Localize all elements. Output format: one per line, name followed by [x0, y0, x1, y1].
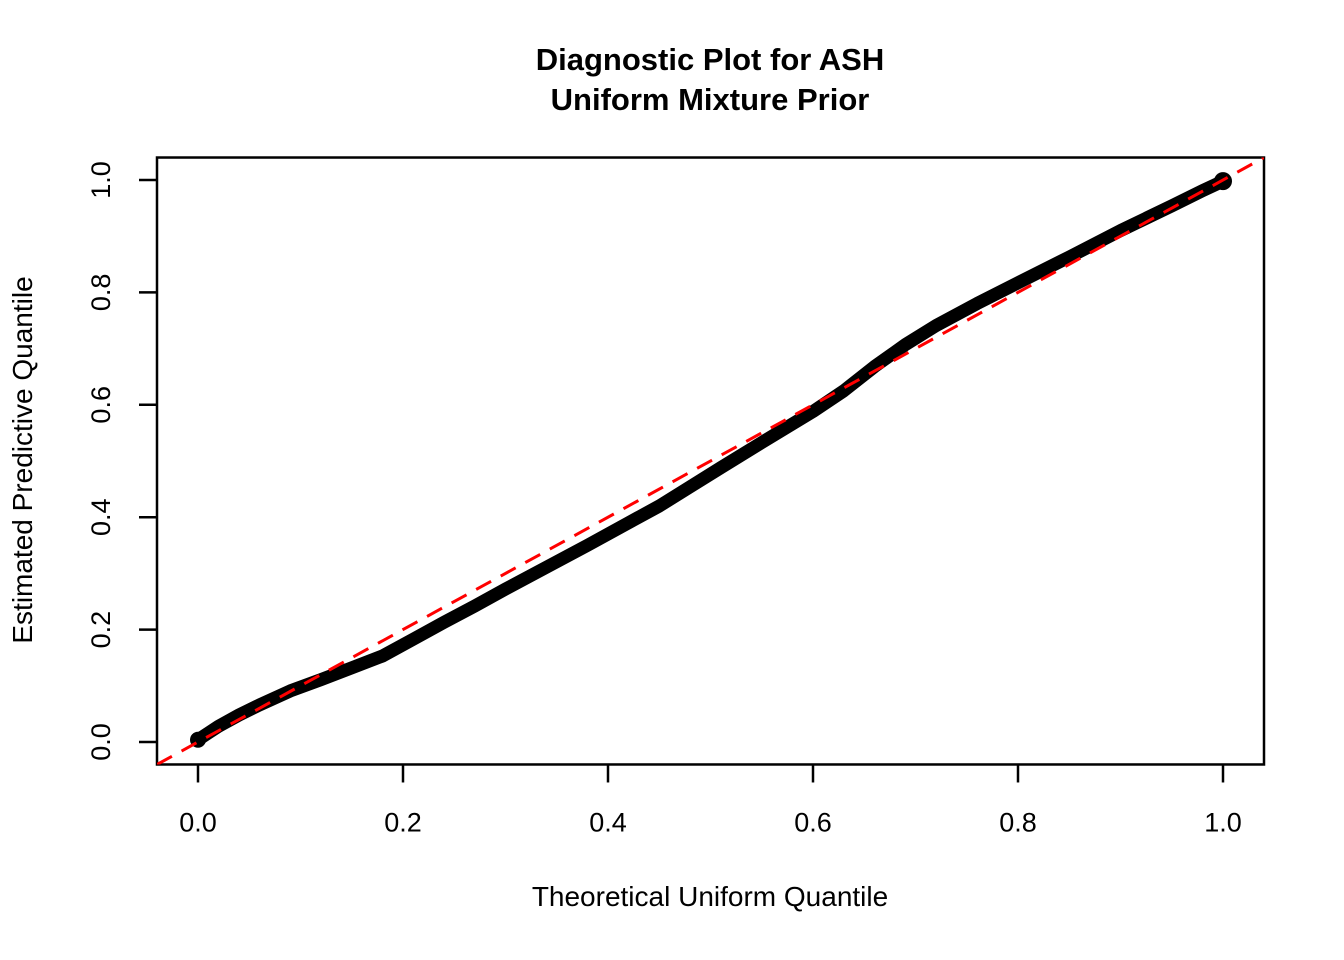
plot-box-border — [155, 156, 1266, 766]
y-tick-label: 0.0 — [86, 723, 116, 761]
x-tick-label: 0.8 — [999, 807, 1037, 837]
x-tick-label: 1.0 — [1204, 807, 1242, 837]
y-tick-label: 0.6 — [86, 386, 116, 424]
plot-area: 0.0 0.2 0.4 0.6 0.8 1.0 0.0 0.2 0.4 0.6 0.8 1.0 — [86, 156, 1266, 837]
x-tick-label: 0.0 — [179, 807, 217, 837]
y-tick-label: 0.4 — [86, 498, 116, 536]
y-tick-label: 0.2 — [86, 611, 116, 649]
y-tick-label: 0.8 — [86, 274, 116, 312]
x-tick-label: 0.2 — [384, 807, 422, 837]
identity-reference-line — [157, 157, 1264, 765]
qq-points-curve — [191, 174, 1230, 747]
chart-title-line2: Uniform Mixture Prior — [551, 82, 870, 117]
x-tick-label: 0.4 — [589, 807, 627, 837]
y-axis-label: Estimated Predictive Quantile — [7, 276, 38, 643]
chart-title-line1: Diagnostic Plot for ASH — [536, 42, 884, 77]
x-tick-label: 0.6 — [794, 807, 832, 837]
x-axis-label: Theoretical Uniform Quantile — [532, 881, 888, 912]
y-tick-label: 1.0 — [86, 161, 116, 199]
